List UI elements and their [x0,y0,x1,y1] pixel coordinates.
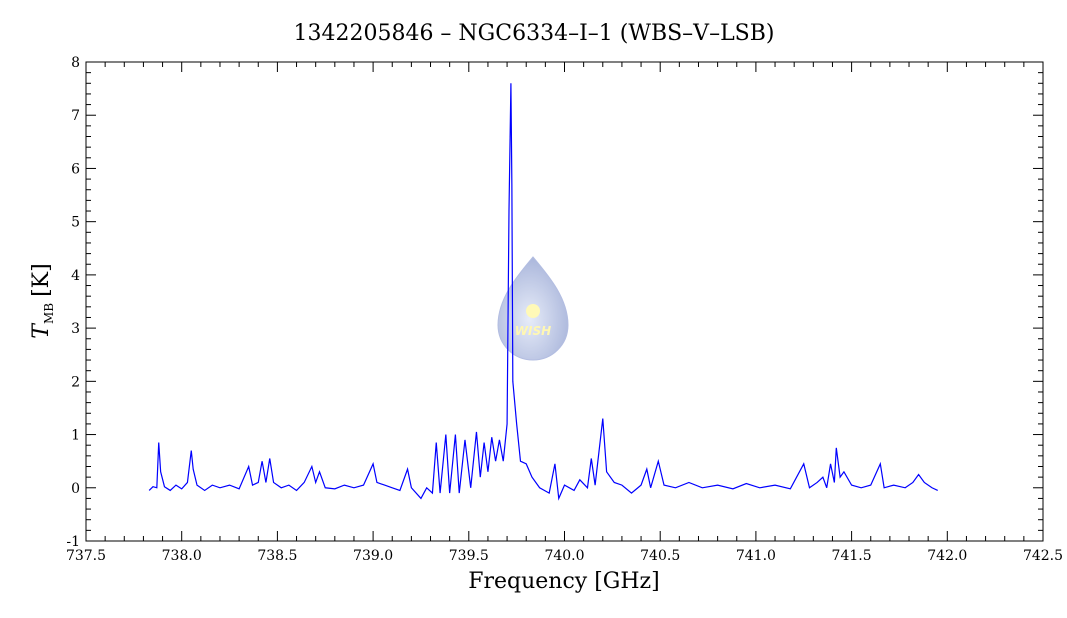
x-tick-label: 740.0 [544,548,584,564]
y-tick-label: 4 [71,268,80,284]
plot-frame [85,61,1044,542]
x-tick-label: 737.5 [66,548,106,564]
y-label-subscript: MB [42,303,56,324]
y-tick-label: 0 [71,481,80,497]
x-tick-label: 741.0 [736,548,776,564]
y-tick-label: -1 [66,534,80,550]
y-axis-label: TMB [K] [29,263,56,338]
chart-title: 1342205846 – NGC6334–I–1 (WBS–V–LSB) [293,21,774,46]
y-tick-label: 2 [71,374,80,390]
y-tick-label: 1 [71,428,80,444]
x-axis-label: Frequency [GHz] [468,569,660,594]
y-tick-label: 3 [71,321,80,337]
y-tick-label: 8 [71,55,80,71]
logo: WISH [497,256,569,361]
x-tick-label: 742.5 [1023,548,1063,564]
y-tick-label: 7 [71,108,80,124]
y-tick-label: 5 [71,215,80,231]
logo-star [526,304,540,318]
x-tick-label: 741.5 [832,548,872,564]
logo-text: WISH [515,324,551,338]
spectrum-line [148,83,938,501]
y-tick-label: 6 [71,161,80,177]
y-label-unit: [K] [29,263,54,297]
x-tick-label: 739.5 [449,548,489,564]
y-label-symbol: T [29,322,54,339]
x-tick-label: 739.0 [353,548,393,564]
x-tick-label: 742.0 [927,548,967,564]
x-tick-label: 740.5 [640,548,680,564]
x-tick-label: 738.5 [257,548,297,564]
x-tick-label: 738.0 [162,548,202,564]
